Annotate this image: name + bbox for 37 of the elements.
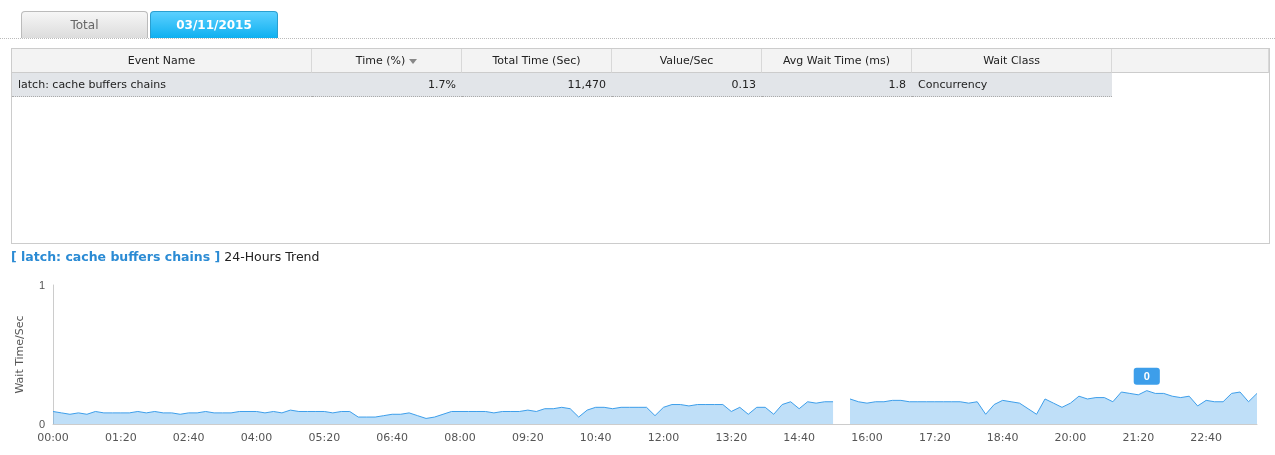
- text: Avg Wait Time (ms): [782, 54, 891, 67]
- x-tick-label: 14:40: [783, 431, 815, 444]
- x-tick-label: 01:20: [104, 431, 137, 444]
- text: Wait Class: [983, 54, 1040, 67]
- text: Concurrency: [912, 73, 1112, 97]
- x-tick-label: 00:00: [37, 431, 69, 444]
- text: 03/11/2015: [150, 11, 278, 38]
- data-label: 0: [1143, 370, 1150, 383]
- text: 0.13: [612, 73, 762, 97]
- text: latch: cache buffers chains: [12, 73, 312, 97]
- x-tick-label: 12:00: [647, 431, 680, 444]
- text: Event Name: [127, 54, 196, 67]
- x-tick-label: 09:20: [511, 431, 544, 444]
- text: Time (%): [355, 54, 406, 67]
- x-tick-label: 08:00: [444, 431, 476, 444]
- text: Value/Sec: [659, 54, 714, 67]
- text: Total Time (Sec): [492, 54, 581, 67]
- x-tick-label: 13:20: [715, 431, 748, 444]
- x-tick-label: 10:40: [579, 431, 612, 444]
- x-tick-label: 22:40: [1190, 431, 1222, 444]
- x-tick-label: 18:40: [986, 431, 1019, 444]
- x-tick-label: 05:20: [308, 431, 341, 444]
- x-tick-label: 21:20: [1122, 431, 1155, 444]
- text: 1.7%: [312, 73, 462, 97]
- text: 11,470: [462, 73, 612, 97]
- chart-title: [ latch: cache buffers chains ]: [11, 249, 221, 264]
- text: Total: [21, 11, 148, 38]
- x-tick-label: 02:40: [172, 431, 205, 444]
- x-tick-label: 17:20: [918, 431, 951, 444]
- x-tick-label: 06:40: [376, 431, 409, 444]
- x-tick-label: 04:00: [240, 431, 273, 444]
- y-axis-title: Wait Time/Sec: [13, 315, 26, 394]
- x-tick-label: 16:00: [851, 431, 883, 444]
- chart-subtitle: 24-Hours Trend: [224, 249, 320, 264]
- x-tick-label: 20:00: [1054, 431, 1087, 444]
- y-tick-label: 1: [38, 279, 45, 291]
- text: 1.8: [762, 73, 912, 97]
